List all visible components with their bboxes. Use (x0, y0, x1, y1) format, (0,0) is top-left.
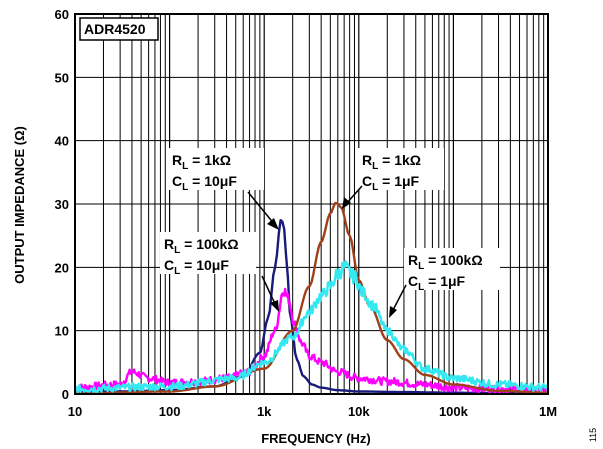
ann-3-c: C (408, 273, 418, 289)
ann-3-r-sub: L (418, 261, 424, 272)
ann-1-c: C (362, 173, 372, 189)
y-tick-label: 50 (55, 70, 69, 85)
ann-1-c-val: = 1μF (378, 173, 419, 189)
ann-2-c-sub: L (174, 266, 180, 277)
ann-2-c-val: = 10μF (180, 257, 229, 273)
y-tick-label: 20 (55, 260, 69, 275)
ann-3-leader (391, 284, 407, 313)
annotation-rl1k-cl1u: RL = 1kΩ CL = 1μF (342, 148, 444, 209)
ann-0-c: C (172, 173, 182, 189)
x-tick-labels: 10 100 1k 10k 100k 1M (68, 404, 557, 419)
y-tick-label: 0 (62, 387, 69, 402)
x-tick-label: 1M (539, 404, 557, 419)
svg-text:RL = 1kΩ: RL = 1kΩ (362, 152, 421, 172)
ann-0-c-sub: L (182, 182, 188, 193)
x-tick-label: 100 (159, 404, 181, 419)
x-axis-label: FREQUENCY (Hz) (261, 431, 371, 446)
svg-text:RL = 1kΩ: RL = 1kΩ (172, 152, 231, 172)
ann-2-c: C (164, 257, 174, 273)
y-tick-label: 60 (55, 7, 69, 22)
ann-0-c-val: = 10μF (188, 173, 237, 189)
ann-3-r: R (408, 252, 418, 268)
ann-2-r-sub: L (174, 245, 180, 256)
svg-text:CL = 1μF: CL = 1μF (408, 273, 466, 293)
x-tick-label: 10k (348, 404, 370, 419)
series-group (74, 201, 550, 395)
ann-3-c-sub: L (418, 282, 424, 293)
x-tick-label: 10 (68, 404, 82, 419)
ann-1-r: R (362, 152, 372, 168)
ann-2-r-val: = 100kΩ (180, 236, 238, 252)
ann-1-c-sub: L (372, 182, 378, 193)
svg-text:RL = 100kΩ: RL = 100kΩ (164, 236, 239, 256)
figure-id: 115 (588, 428, 598, 442)
x-tick-label: 1k (257, 404, 272, 419)
y-axis-label: OUTPUT IMPEDANCE (Ω) (12, 126, 27, 284)
ann-0-arrowhead (267, 218, 279, 230)
ann-2-arrowhead (270, 300, 279, 312)
ann-1-r-sub: L (372, 161, 378, 172)
ann-1-r-val: = 1kΩ (378, 152, 421, 168)
ann-0-r-sub: L (182, 161, 188, 172)
ann-2-r: R (164, 236, 174, 252)
svg-text:CL = 10μF: CL = 10μF (172, 173, 237, 193)
ann-2-leader (261, 275, 277, 307)
series-line-3 (74, 260, 550, 394)
svg-text:CL = 10μF: CL = 10μF (164, 257, 229, 277)
y-tick-label: 10 (55, 324, 69, 339)
ann-3-c-val: = 1μF (424, 273, 465, 289)
ann-3-arrowhead (389, 306, 397, 318)
y-tick-labels: 0 10 20 30 40 50 60 (55, 7, 69, 402)
chart-title-box: ADR4520 (79, 17, 159, 41)
ann-1-arrowhead (342, 197, 351, 209)
series-line-2 (75, 201, 548, 395)
x-tick-label: 100k (439, 404, 469, 419)
ann-3-r-val: = 100kΩ (424, 252, 482, 268)
annotation-rl100k-cl10u: RL = 100kΩ CL = 10μF (160, 232, 279, 312)
annotation-rl100k-cl1u: RL = 100kΩ CL = 1μF (389, 248, 500, 318)
annotations: RL = 1kΩ CL = 10μF RL = 1kΩ CL = 1μF RL … (160, 148, 500, 318)
ann-0-r: R (172, 152, 182, 168)
chart-title: ADR4520 (84, 21, 146, 37)
y-tick-label: 40 (55, 134, 69, 149)
ann-0-r-val: = 1kΩ (188, 152, 231, 168)
svg-text:CL = 1μF: CL = 1μF (362, 173, 420, 193)
grid (75, 13, 548, 395)
svg-text:RL = 100kΩ: RL = 100kΩ (408, 252, 483, 272)
annotation-rl1k-cl10u: RL = 1kΩ CL = 10μF (168, 148, 279, 230)
y-tick-label: 30 (55, 197, 69, 212)
ann-0-leader (247, 191, 276, 226)
plot-frame (74, 13, 549, 395)
